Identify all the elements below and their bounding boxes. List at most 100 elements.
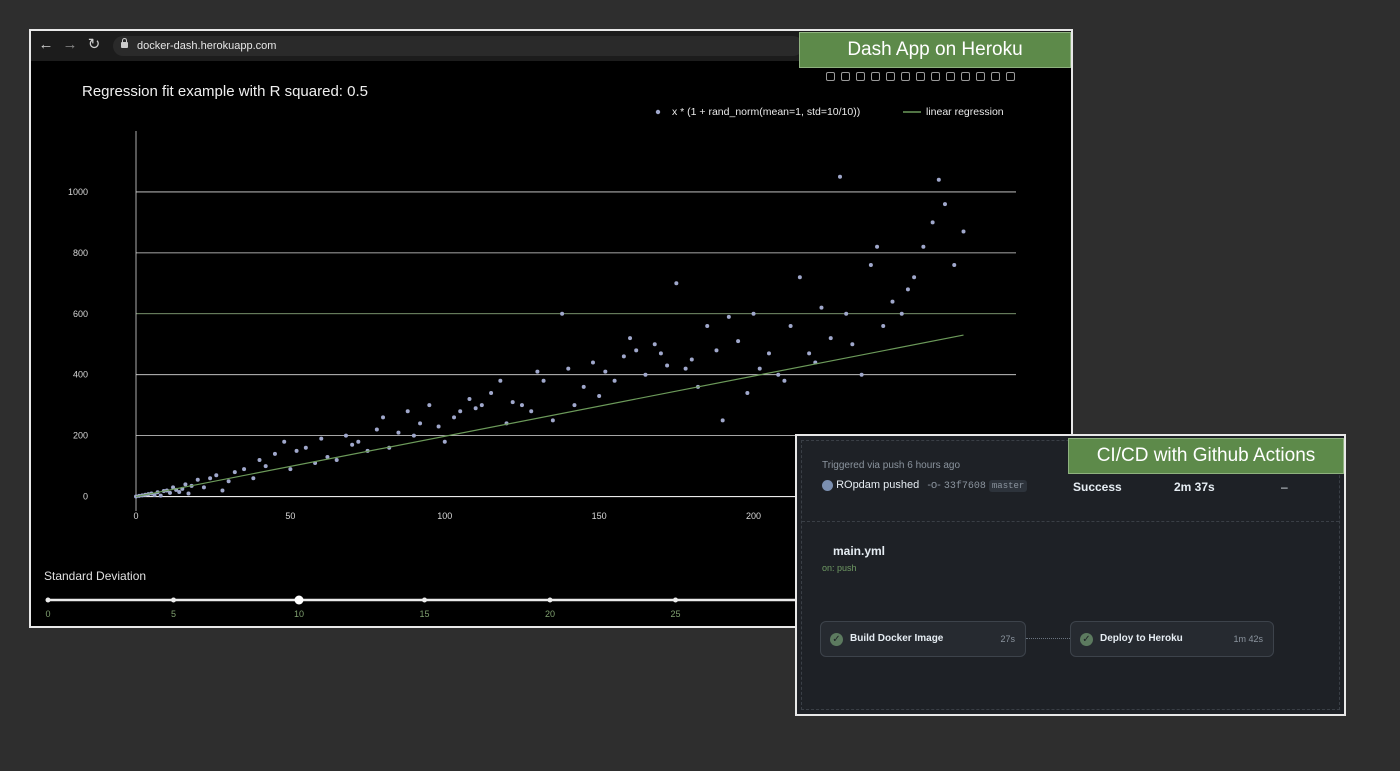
data-point: [757, 366, 762, 371]
data-point: [325, 454, 330, 459]
x-tick-label: 0: [133, 511, 138, 521]
job-build-docker-image[interactable]: ✓ Build Docker Image 27s: [820, 621, 1026, 657]
job-name: Deploy to Heroku: [1100, 633, 1183, 644]
forward-arrow-icon[interactable]: →: [62, 36, 78, 53]
data-point: [201, 485, 206, 490]
slider-tick-label: 15: [419, 609, 429, 619]
legend-marker-scatter: [655, 109, 661, 115]
hover-compare-icon[interactable]: [991, 72, 1000, 81]
data-point: [726, 314, 731, 319]
job-deploy-to-heroku[interactable]: ✓ Deploy to Heroku 1m 42s: [1070, 621, 1274, 657]
box-select-icon[interactable]: [871, 72, 880, 81]
data-point: [343, 433, 348, 438]
zoom-icon[interactable]: [841, 72, 850, 81]
data-point: [452, 415, 457, 420]
commit-hash[interactable]: 33f7608: [943, 481, 986, 492]
data-point: [597, 394, 602, 399]
hover-closest-icon[interactable]: [976, 72, 985, 81]
spike-icon[interactable]: [961, 72, 970, 81]
push-info: ROpdam pushed -o- 33f7608 master: [822, 479, 1028, 492]
home-icon[interactable]: [946, 72, 955, 81]
slider-handle[interactable]: [294, 595, 304, 605]
divider: [802, 521, 1339, 522]
data-point: [411, 433, 416, 438]
slider-dot: [673, 597, 678, 603]
data-point: [535, 369, 540, 374]
data-point: [807, 351, 812, 356]
data-point: [473, 406, 478, 411]
data-point: [418, 421, 423, 426]
data-point: [195, 477, 200, 482]
data-point: [560, 311, 565, 316]
camera-icon[interactable]: [826, 72, 835, 81]
check-icon: ✓: [1080, 633, 1093, 646]
data-point: [736, 339, 741, 344]
data-point: [912, 275, 917, 280]
data-point: [683, 366, 688, 371]
trigger-text: Triggered via push 6 hours ago: [822, 460, 961, 471]
actor-name[interactable]: ROpdam: [836, 479, 881, 491]
data-point: [952, 263, 957, 268]
pushed-text: pushed: [883, 479, 920, 491]
github-actions-panel: Triggered via push 6 hours ago ROpdam pu…: [795, 434, 1346, 716]
data-point: [628, 336, 633, 341]
autoscale-icon[interactable]: [931, 72, 940, 81]
data-point: [652, 342, 657, 347]
data-point: [766, 351, 771, 356]
slider-dot: [547, 597, 553, 603]
workflow-run-summary: Triggered via push 6 hours ago ROpdam pu…: [801, 440, 1340, 710]
data-point: [334, 457, 339, 462]
data-point: [214, 473, 219, 478]
data-point: [572, 403, 577, 408]
data-point: [936, 177, 941, 182]
job-connector: [1026, 638, 1070, 639]
reload-icon[interactable]: ↻: [87, 36, 101, 53]
data-point: [272, 451, 277, 456]
slider-tick-label: 5: [171, 609, 176, 619]
zoom-out-icon[interactable]: [916, 72, 925, 81]
data-point: [374, 427, 379, 432]
data-point: [674, 281, 679, 286]
data-point: [881, 323, 886, 328]
data-point: [251, 476, 256, 481]
zoom-in-icon[interactable]: [901, 72, 910, 81]
data-point: [288, 467, 293, 472]
data-point: [751, 311, 756, 316]
status-value: Success: [1073, 480, 1122, 494]
data-point: [581, 384, 586, 389]
data-point: [186, 491, 191, 496]
data-point: [257, 457, 262, 462]
data-point: [828, 336, 833, 341]
address-bar[interactable]: docker-dash.herokuapp.com: [113, 36, 803, 56]
data-point: [232, 470, 237, 475]
branch-label[interactable]: master: [988, 480, 1028, 492]
data-point: [510, 400, 515, 405]
data-point: [720, 418, 725, 423]
x-tick-label: 150: [592, 511, 607, 521]
data-point: [634, 348, 639, 353]
plotly-logo-icon[interactable]: [1006, 72, 1015, 81]
avatar: [822, 479, 833, 491]
data-point: [427, 403, 432, 408]
data-point: [263, 464, 268, 469]
data-point: [171, 485, 176, 490]
data-point: [714, 348, 719, 353]
legend-label-line: linear regression: [926, 106, 1004, 118]
y-tick-label: 400: [73, 370, 88, 380]
job-time: 27s: [1000, 634, 1015, 644]
data-point: [242, 467, 247, 472]
data-point: [844, 311, 849, 316]
lasso-icon[interactable]: [886, 72, 895, 81]
back-arrow-icon[interactable]: ←: [38, 36, 54, 53]
regression-line: [135, 334, 964, 498]
data-point: [319, 436, 324, 441]
pan-icon[interactable]: [856, 72, 865, 81]
commit-icon: -o-: [927, 479, 941, 491]
workflow-file-name[interactable]: main.yml: [833, 544, 886, 558]
data-point: [479, 403, 484, 408]
data-point: [529, 409, 534, 414]
data-point: [220, 488, 225, 493]
data-point: [745, 390, 750, 395]
job-time: 1m 42s: [1233, 634, 1263, 644]
data-point: [850, 342, 855, 347]
